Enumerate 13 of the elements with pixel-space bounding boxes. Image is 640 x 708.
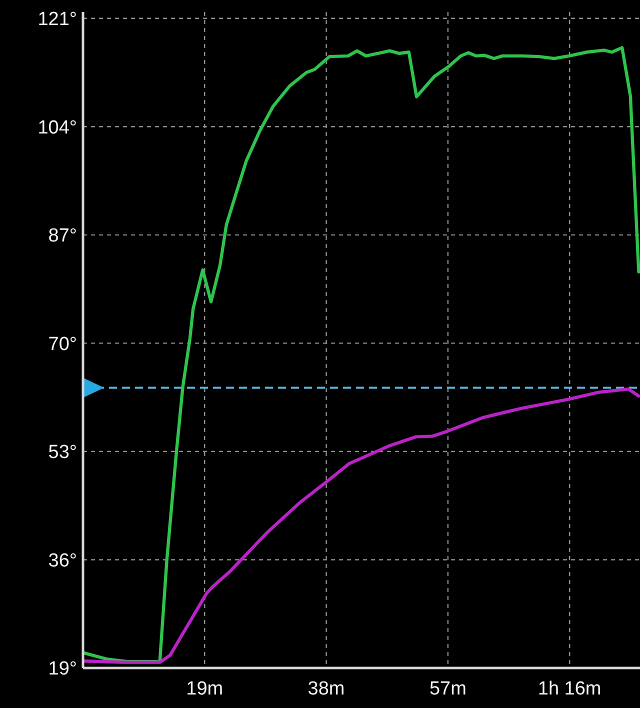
line-series (83, 387, 640, 664)
x-tick-label: 38m (308, 678, 345, 700)
x-tick-label: 1h 16m (538, 678, 602, 700)
y-tick-label: 19° (48, 658, 77, 680)
line-series (83, 46, 640, 664)
y-tick-label: 121° (38, 9, 77, 30)
y-tick-label: 36° (48, 550, 77, 572)
y-tick-label: 70° (48, 334, 77, 355)
y-tick-label: 104° (38, 117, 77, 138)
y-tick-label: 87° (48, 226, 77, 247)
y-tick-label: 53° (48, 442, 77, 464)
x-tick-label: 57m (429, 678, 466, 700)
x-tick-label: 19m (186, 678, 224, 700)
